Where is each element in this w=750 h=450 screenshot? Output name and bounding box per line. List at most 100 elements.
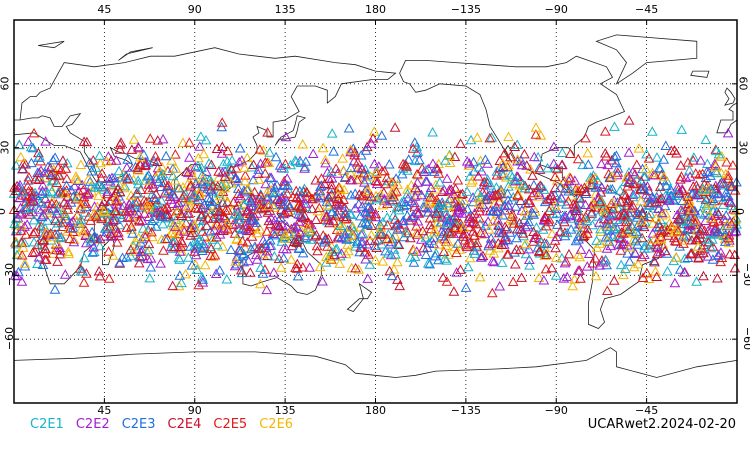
observation-marker bbox=[594, 217, 605, 227]
observation-marker bbox=[400, 160, 412, 170]
observation-marker bbox=[623, 115, 635, 125]
observation-marker bbox=[185, 222, 197, 233]
observation-marker bbox=[39, 167, 51, 177]
observation-marker bbox=[310, 214, 322, 224]
observation-marker bbox=[255, 158, 266, 168]
observation-marker bbox=[527, 207, 538, 218]
observation-marker bbox=[218, 158, 229, 169]
observation-marker bbox=[685, 248, 697, 259]
observation-marker bbox=[142, 253, 154, 264]
observation-marker bbox=[623, 147, 635, 157]
observation-marker bbox=[580, 199, 591, 209]
observation-marker bbox=[90, 162, 102, 172]
observation-marker bbox=[594, 196, 606, 206]
observation-marker bbox=[493, 242, 504, 253]
observation-marker bbox=[322, 241, 333, 251]
observation-marker bbox=[222, 224, 234, 234]
observation-marker bbox=[676, 183, 688, 194]
observation-marker bbox=[433, 239, 445, 249]
observation-marker bbox=[64, 233, 76, 243]
observation-marker bbox=[24, 209, 36, 219]
observation-marker bbox=[269, 250, 280, 261]
observation-marker bbox=[644, 208, 656, 218]
observation-marker bbox=[430, 247, 442, 258]
observation-marker bbox=[301, 186, 312, 197]
observation-marker bbox=[658, 154, 670, 164]
observation-marker bbox=[478, 176, 490, 187]
observation-marker bbox=[297, 261, 309, 272]
observation-marker bbox=[712, 272, 723, 283]
observation-marker bbox=[502, 159, 514, 170]
observation-marker bbox=[313, 202, 325, 213]
observation-marker bbox=[229, 173, 241, 184]
observation-marker bbox=[332, 188, 344, 198]
observation-marker bbox=[182, 201, 194, 211]
observation-marker bbox=[422, 257, 434, 268]
observation-marker bbox=[520, 238, 532, 248]
observation-marker bbox=[650, 212, 662, 223]
observation-marker bbox=[451, 247, 462, 257]
observation-marker bbox=[26, 186, 38, 196]
observation-marker bbox=[677, 235, 689, 245]
observation-marker bbox=[107, 180, 118, 191]
lon-tick-label: 180 bbox=[365, 404, 386, 417]
observation-marker bbox=[33, 147, 44, 158]
observation-marker bbox=[439, 184, 450, 195]
observation-marker bbox=[72, 192, 84, 203]
observation-marker bbox=[431, 208, 442, 218]
observation-marker bbox=[33, 251, 45, 262]
observation-marker bbox=[601, 243, 613, 253]
observation-marker bbox=[359, 206, 371, 216]
observation-marker bbox=[33, 204, 45, 214]
lat-tick-label: 0 bbox=[0, 208, 8, 215]
observation-marker bbox=[503, 131, 514, 141]
observation-marker bbox=[627, 166, 639, 177]
observation-marker bbox=[127, 228, 138, 238]
observation-marker bbox=[377, 199, 389, 210]
observation-marker bbox=[88, 241, 99, 252]
observation-marker bbox=[71, 174, 82, 184]
observation-marker bbox=[394, 280, 406, 291]
observation-marker bbox=[126, 224, 138, 234]
observation-marker bbox=[205, 225, 216, 236]
observation-marker bbox=[19, 221, 30, 231]
observation-marker bbox=[303, 225, 315, 235]
observation-marker bbox=[326, 128, 338, 138]
observation-marker bbox=[202, 192, 214, 203]
observation-marker bbox=[705, 242, 717, 253]
lon-tick-label: 180 bbox=[365, 3, 386, 16]
observation-marker bbox=[596, 158, 607, 169]
observation-marker bbox=[467, 192, 479, 202]
observation-marker bbox=[14, 179, 26, 190]
observation-marker bbox=[173, 280, 185, 291]
observation-marker bbox=[70, 193, 82, 204]
observation-marker bbox=[337, 165, 349, 175]
observation-marker bbox=[270, 186, 282, 197]
coastline-outline bbox=[38, 40, 65, 49]
observation-marker bbox=[707, 241, 719, 251]
observation-marker bbox=[698, 247, 709, 258]
observation-marker bbox=[595, 226, 607, 236]
observation-marker bbox=[47, 203, 59, 213]
observation-marker bbox=[562, 195, 574, 206]
observation-marker bbox=[420, 175, 432, 186]
observation-marker bbox=[469, 248, 481, 258]
observation-marker bbox=[698, 270, 709, 281]
observation-marker bbox=[171, 206, 183, 217]
observation-marker bbox=[195, 211, 207, 221]
observation-marker bbox=[156, 234, 168, 244]
observation-marker bbox=[672, 225, 684, 236]
lat-tick-label: 30 bbox=[736, 140, 750, 155]
lon-tick-label: 45 bbox=[97, 404, 112, 417]
observation-marker bbox=[28, 195, 40, 206]
observation-marker bbox=[548, 195, 560, 206]
observation-marker bbox=[17, 242, 29, 252]
observation-marker bbox=[601, 150, 612, 161]
observation-marker bbox=[675, 204, 687, 215]
observation-marker bbox=[214, 264, 226, 275]
observation-marker bbox=[559, 216, 570, 227]
observation-marker bbox=[607, 183, 618, 194]
observation-marker bbox=[35, 165, 47, 175]
observation-marker bbox=[46, 198, 58, 208]
observation-marker bbox=[230, 256, 242, 266]
